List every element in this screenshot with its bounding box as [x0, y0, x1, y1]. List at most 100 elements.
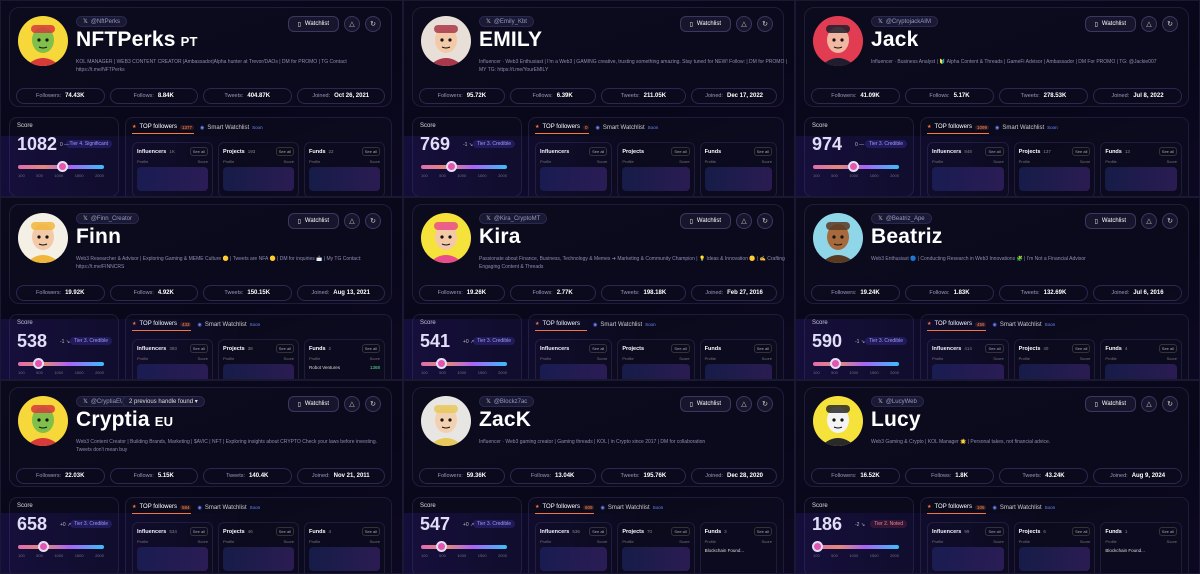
see-all-button[interactable]: See all: [361, 147, 380, 156]
see-all-button[interactable]: See all: [361, 527, 380, 536]
see-all-button[interactable]: See all: [753, 147, 772, 156]
see-all-button[interactable]: See all: [985, 147, 1004, 156]
see-all-button[interactable]: See all: [361, 344, 380, 353]
see-all-button[interactable]: See all: [1072, 527, 1091, 536]
tab-top-followers[interactable]: ★ TOP followers 1099: [927, 124, 989, 134]
avatar[interactable]: [813, 396, 863, 446]
alert-icon[interactable]: △: [344, 16, 360, 32]
see-all-button[interactable]: See all: [589, 344, 608, 353]
alert-icon[interactable]: △: [344, 396, 360, 412]
tab-top-followers[interactable]: ★ TOP followers: [535, 321, 587, 331]
watchlist-button[interactable]: ▯ Watchlist: [287, 16, 339, 32]
see-all-button[interactable]: See all: [671, 147, 690, 156]
watchlist-button[interactable]: ▯ Watchlist: [287, 396, 339, 412]
alert-icon[interactable]: △: [1141, 396, 1157, 412]
see-all-button[interactable]: See all: [275, 344, 294, 353]
tab-smart-watchlist[interactable]: ◉ Smart Watchlist Soon: [197, 504, 261, 511]
refresh-icon[interactable]: ↻: [1162, 396, 1178, 412]
avatar[interactable]: [813, 16, 863, 66]
handle-badge[interactable]: 𝕏 @Blockz7ac: [479, 396, 535, 407]
see-all-button[interactable]: See all: [1072, 147, 1091, 156]
see-all-button[interactable]: See all: [1158, 147, 1178, 156]
tab-smart-watchlist[interactable]: ◉ Smart Watchlist Soon: [595, 124, 659, 131]
alert-icon[interactable]: △: [344, 213, 360, 229]
previous-handles-dropdown[interactable]: 2 previous handle found ▾: [122, 396, 205, 407]
see-all-button[interactable]: See all: [1158, 527, 1178, 536]
watchlist-button[interactable]: ▯ Watchlist: [679, 16, 731, 32]
watchlist-button[interactable]: ▯ Watchlist: [679, 396, 731, 412]
avatar-art: [18, 16, 68, 66]
avatar[interactable]: [18, 213, 68, 263]
refresh-icon[interactable]: ↻: [365, 396, 381, 412]
refresh-icon[interactable]: ↻: [1162, 16, 1178, 32]
tab-top-followers[interactable]: ★ TOP followers 433: [132, 321, 192, 331]
handle-badge[interactable]: 𝕏 @Finn_Creator: [76, 213, 139, 224]
see-all-button[interactable]: See all: [753, 527, 772, 536]
handle-badge[interactable]: 𝕏 @LucyWeb: [871, 396, 924, 407]
handle-badge[interactable]: 𝕏 @Beatriz_Ape: [871, 213, 932, 224]
avatar[interactable]: [421, 213, 471, 263]
see-all-button[interactable]: See all: [589, 527, 608, 536]
tab-smart-watchlist[interactable]: ◉ Smart Watchlist Soon: [600, 504, 664, 511]
avatar[interactable]: [813, 213, 863, 263]
profile-bio: Influencer · Web3 gaming creator | Gamin…: [479, 439, 706, 445]
tab-smart-watchlist[interactable]: ◉ Smart Watchlist Soon: [992, 504, 1056, 511]
watchlist-button[interactable]: ▯ Watchlist: [287, 213, 339, 229]
see-all-button[interactable]: See all: [275, 527, 294, 536]
see-all-button[interactable]: See all: [671, 344, 690, 353]
alert-icon[interactable]: △: [1141, 213, 1157, 229]
tab-smart-watchlist[interactable]: ◉ Smart Watchlist Soon: [992, 321, 1056, 328]
tab-top-followers[interactable]: ★ TOP followers 1377: [132, 124, 194, 134]
watchlist-button[interactable]: ▯ Watchlist: [1084, 213, 1136, 229]
eye-icon: ◉: [595, 124, 600, 131]
tab-smart-watchlist[interactable]: ◉ Smart Watchlist Soon: [197, 321, 261, 328]
see-all-button[interactable]: See all: [189, 527, 208, 536]
tab-top-followers[interactable]: ★ TOP followers 0: [535, 124, 590, 134]
profile-name: EMILY: [479, 28, 543, 51]
alert-icon[interactable]: △: [736, 213, 752, 229]
see-all-button[interactable]: See all: [671, 527, 690, 536]
see-all-button[interactable]: See all: [753, 344, 772, 353]
tab-smart-watchlist[interactable]: ◉ Smart Watchlist Soon: [199, 124, 263, 131]
influencers-column: Influencers See all Profile Score: [535, 339, 613, 379]
see-all-button[interactable]: See all: [985, 527, 1004, 536]
alert-icon[interactable]: △: [736, 396, 752, 412]
handle-badge[interactable]: 𝕏 @CryptojackAIM: [871, 16, 938, 27]
refresh-icon[interactable]: ↻: [365, 16, 381, 32]
refresh-icon[interactable]: ↻: [365, 213, 381, 229]
tab-top-followers[interactable]: ★ TOP followers 584: [132, 504, 192, 514]
fund-entry[interactable]: Blockchain Found...: [704, 548, 745, 553]
see-all-button[interactable]: See all: [189, 344, 208, 353]
see-all-button[interactable]: See all: [275, 147, 294, 156]
alert-icon[interactable]: △: [736, 16, 752, 32]
refresh-icon[interactable]: ↻: [757, 16, 773, 32]
fund-entry[interactable]: Blockchain Found...: [1105, 548, 1145, 553]
followers-panel: ★ TOP followers 1099 ◉ Smart Watchlist Soon …: [920, 117, 1189, 196]
tab-smart-watchlist[interactable]: ◉ Smart Watchlist Soon: [994, 124, 1058, 131]
handle-badge[interactable]: 𝕏 @Kira_CryptoMT: [479, 213, 548, 224]
avatar[interactable]: [18, 396, 68, 446]
avatar[interactable]: [421, 16, 471, 66]
see-all-button[interactable]: See all: [589, 147, 608, 156]
watchlist-button[interactable]: ▯ Watchlist: [1084, 396, 1136, 412]
watchlist-button[interactable]: ▯ Watchlist: [679, 213, 731, 229]
avatar[interactable]: [421, 396, 471, 446]
see-all-button[interactable]: See all: [1072, 344, 1091, 353]
watchlist-button[interactable]: ▯ Watchlist: [1084, 16, 1136, 32]
refresh-icon[interactable]: ↻: [1162, 213, 1178, 229]
fund-entry[interactable]: Robot Ventures 1368: [309, 365, 380, 370]
see-all-button[interactable]: See all: [1158, 344, 1178, 353]
avatar[interactable]: [18, 16, 68, 66]
see-all-button[interactable]: See all: [985, 344, 1004, 353]
tab-top-followers[interactable]: ★ TOP followers 456: [927, 321, 987, 331]
handle-badge[interactable]: 𝕏 @Emily_Kbt: [479, 16, 534, 27]
refresh-icon[interactable]: ↻: [757, 213, 773, 229]
tab-smart-watchlist[interactable]: ◉ Smart Watchlist Soon: [592, 321, 656, 328]
tab-top-followers[interactable]: ★ TOP followers 106: [927, 504, 987, 514]
handle-badge[interactable]: 𝕏 @NftPerks: [76, 16, 127, 27]
refresh-icon[interactable]: ↻: [757, 396, 773, 412]
see-all-button[interactable]: See all: [189, 147, 208, 156]
alert-icon[interactable]: △: [1141, 16, 1157, 32]
tab-top-followers[interactable]: ★ TOP followers 609: [535, 504, 595, 514]
